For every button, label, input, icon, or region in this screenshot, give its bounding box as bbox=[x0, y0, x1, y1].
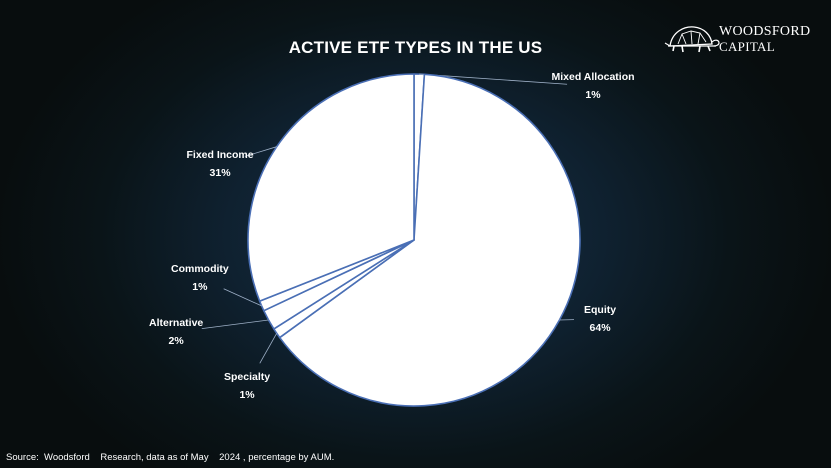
data-label: Fixed Income 31% bbox=[187, 146, 254, 182]
leader-line bbox=[201, 319, 269, 330]
data-label-name: Mixed Allocation bbox=[551, 71, 635, 83]
logo-line-2: CAPITAL bbox=[719, 39, 775, 54]
leader-line bbox=[419, 73, 568, 85]
data-label-name: Equity bbox=[584, 304, 617, 316]
data-label-value: 1% bbox=[192, 281, 208, 293]
data-label-name: Fixed Income bbox=[186, 149, 254, 161]
logo-text: WOODSFORD CAPITAL bbox=[719, 24, 810, 54]
data-label: Equity 64% bbox=[584, 301, 616, 337]
leader-line bbox=[244, 146, 277, 157]
data-label-name: Commodity bbox=[171, 263, 229, 275]
source-note: Source: Woodsford Research, data as of M… bbox=[6, 452, 335, 463]
data-label-value: 1% bbox=[239, 389, 255, 401]
data-label: Mixed Allocation 1% bbox=[552, 68, 635, 104]
slice-fixed-income bbox=[247, 73, 415, 302]
slice-equity bbox=[278, 73, 581, 407]
data-label-name: Specialty bbox=[224, 371, 271, 383]
company-logo: WOODSFORD CAPITAL bbox=[664, 22, 824, 58]
logo-line-1: WOODSFORD bbox=[719, 24, 811, 39]
chart-title: ACTIVE ETF TYPES IN THE US bbox=[288, 38, 543, 57]
data-label-value: 1% bbox=[585, 89, 601, 101]
data-label-name: Alternative bbox=[149, 317, 204, 329]
data-label: Specialty 1% bbox=[224, 368, 270, 404]
data-label: Alternative 2% bbox=[149, 314, 203, 350]
leader-line bbox=[259, 333, 278, 364]
data-label-value: 2% bbox=[168, 335, 184, 347]
data-label-value: 64% bbox=[589, 322, 611, 334]
tortoise-icon bbox=[664, 26, 720, 53]
data-label: Commodity 1% bbox=[171, 260, 229, 296]
data-label-value: 31% bbox=[209, 167, 231, 179]
leader-line bbox=[223, 288, 262, 307]
